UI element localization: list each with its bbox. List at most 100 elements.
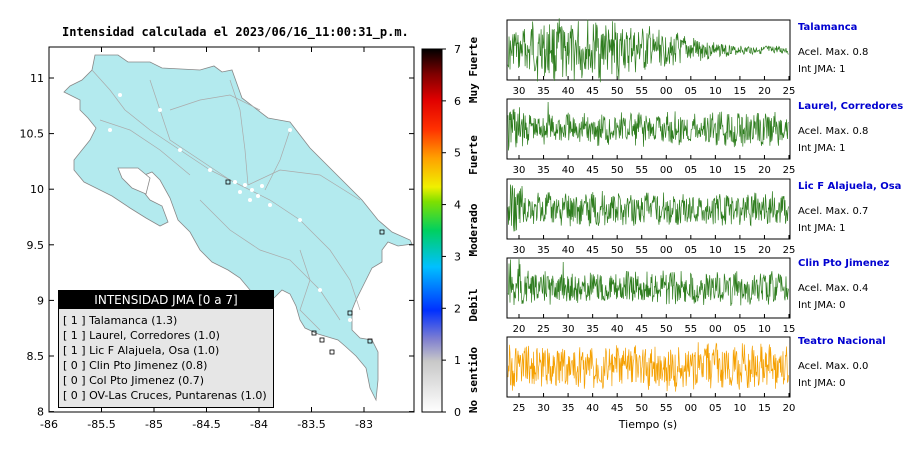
station-accel: Acel. Max. 0.8 (798, 47, 869, 58)
time-tick-label: 20 (513, 324, 526, 335)
time-tick-label: 10 (758, 324, 771, 335)
colorbar-tick-label: 6 (454, 95, 461, 108)
time-tick-label: 50 (660, 324, 673, 335)
time-tick-label: 40 (611, 324, 624, 335)
y-tick-label: 9 (37, 294, 44, 307)
legend-row: [ 0 ] Col Pto Jimenez (0.7) (63, 374, 205, 387)
time-tick-label: 45 (586, 165, 599, 176)
time-tick-label: 55 (635, 86, 648, 97)
time-tick-label: 15 (758, 403, 771, 414)
time-tick-label: 35 (586, 324, 599, 335)
colorbar-gradient (421, 48, 443, 413)
time-tick-label: 05 (684, 245, 697, 256)
waveform (507, 101, 789, 151)
legend-row: [ 1 ] Talamanca (1.3) (63, 314, 178, 327)
colorbar-tick-label: 1 (454, 354, 461, 367)
station-name: Lic F Alajuela, Osa (798, 181, 902, 192)
x-tick-label: -84 (250, 418, 268, 431)
time-tick-label: 00 (660, 86, 673, 97)
colorbar-label: Debil (467, 288, 480, 321)
land-shape (63, 54, 413, 402)
colorbar-label: Muy Fuerte (467, 37, 480, 104)
legend-row: [ 0 ] OV-Las Cruces, Puntarenas (1.0) (63, 389, 267, 402)
waveform (507, 184, 789, 232)
station-info: Laurel, Corredores Acel. Max. 0.8 Int JM… (798, 101, 908, 157)
time-tick-label: 55 (684, 324, 697, 335)
x-tick-label: -83.5 (297, 418, 325, 431)
waveform (507, 258, 789, 306)
time-tick-label: 20 (758, 165, 771, 176)
x-tick-label: -84.5 (192, 418, 220, 431)
time-tick-label: 40 (586, 403, 599, 414)
time-tick-label: 50 (611, 245, 624, 256)
time-tick-label: 55 (635, 165, 648, 176)
time-tick-label: 45 (611, 403, 624, 414)
gulf-shape (117, 167, 151, 195)
x-tick-label: -85 (145, 418, 163, 431)
time-tick-label: 35 (537, 86, 550, 97)
station-info: Clin Pto Jimenez Acel. Max. 0.4 Int JMA:… (798, 258, 908, 314)
time-tick-label: 45 (586, 86, 599, 97)
time-tick-label: 45 (586, 245, 599, 256)
time-tick-label: 30 (562, 324, 575, 335)
y-tick-label: 10.5 (20, 128, 45, 141)
station-markers (225, 179, 385, 355)
seismogram-panels: 30 35 40 45 50 55 00 05 10 15 20 25 30 35 40 45 50 55 00 05… (506, 18, 796, 431)
waveform (507, 18, 789, 83)
x-tick-label: -86 (40, 418, 58, 431)
intensity-legend: INTENSIDAD JMA [0 a 7] [ 1 ] Talamanca (… (58, 290, 274, 408)
time-tick-label: 00 (660, 165, 673, 176)
legend-row: [ 1 ] Lic F Alajuela, Osa (1.0) (63, 344, 220, 357)
station-info: Teatro Nacional Acel. Max. 0.0 Int JMA: … (798, 336, 908, 392)
time-tick-label: 25 (783, 165, 796, 176)
y-tick-label: 8.5 (27, 350, 45, 363)
time-tick-label: 20 (758, 245, 771, 256)
time-tick-label: 55 (660, 403, 673, 414)
legend-row: [ 0 ] Clin Pto Jimenez (0.8) (63, 359, 208, 372)
time-tick-label: 00 (684, 403, 697, 414)
colorbar-label: Fuerte (467, 135, 480, 175)
time-tick-label: 10 (709, 245, 722, 256)
station-name: Talamanca (798, 22, 858, 33)
x-tick-label: -85.5 (87, 418, 115, 431)
time-tick-label: 15 (734, 165, 747, 176)
station-accel: Acel. Max. 0.8 (798, 126, 869, 137)
colorbar-tick-label: 0 (454, 406, 461, 419)
time-tick-label: 00 (709, 324, 722, 335)
time-tick-label: 00 (660, 245, 673, 256)
time-tick-label: 55 (635, 245, 648, 256)
legend-header: INTENSIDAD JMA [0 a 7] (59, 291, 273, 309)
station-intensity: Int JMA: 1 (798, 223, 846, 234)
time-tick-label: 15 (783, 324, 796, 335)
colorbar-tick-label: 3 (454, 250, 461, 263)
x-tick-label: -83 (355, 418, 373, 431)
time-tick-label: 10 (709, 86, 722, 97)
y-tick-label: 11 (30, 72, 44, 85)
colorbar-label: Moderado (467, 203, 480, 256)
time-tick-label: 10 (734, 403, 747, 414)
time-tick-label: 40 (562, 245, 575, 256)
time-tick-label: 35 (537, 245, 550, 256)
time-tick-label: 05 (709, 403, 722, 414)
station-intensity: Int JMA: 1 (798, 64, 846, 75)
legend-row: [ 1 ] Laurel, Corredores (1.0) (63, 329, 220, 342)
map-title: Intensidad calculada el 2023/06/16_11:00… (62, 25, 409, 39)
station-info: Talamanca Acel. Max. 0.8 Int JMA: 1 (798, 22, 908, 78)
station-name: Clin Pto Jimenez (798, 258, 890, 269)
colorbar-tick-label: 4 (454, 199, 461, 212)
time-tick-label: 25 (513, 403, 526, 414)
time-tick-label: 15 (734, 245, 747, 256)
station-name: Laurel, Corredores (798, 101, 904, 112)
time-tick-label: 15 (734, 86, 747, 97)
time-tick-label: 40 (562, 86, 575, 97)
colorbar-tick-label: 2 (454, 302, 461, 315)
colorbar-tick-label: 7 (454, 43, 461, 56)
waveform (507, 342, 789, 392)
colorbar-tick-label: 5 (454, 147, 461, 160)
time-tick-label: 30 (513, 86, 526, 97)
station-name: Teatro Nacional (798, 336, 886, 347)
y-tick-label: 10 (30, 183, 44, 196)
time-tick-label: 40 (562, 165, 575, 176)
time-tick-label: 35 (537, 165, 550, 176)
map-axes: -86 -85.5 -85 -84.5 -84 -83.5 -83 11 10.5 10 9.5 9 8… (20, 47, 414, 431)
